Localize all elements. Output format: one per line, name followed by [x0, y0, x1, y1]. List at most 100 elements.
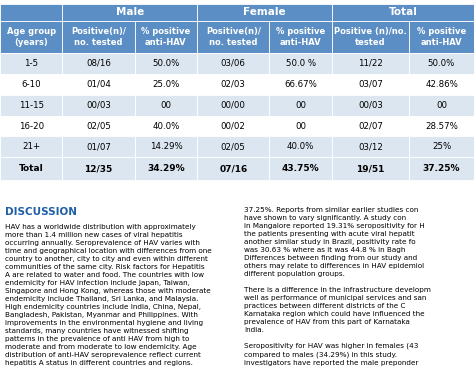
Text: % positive
anti-HAV: % positive anti-HAV	[417, 27, 466, 47]
Text: Total: Total	[19, 164, 44, 173]
Text: 00: 00	[436, 101, 447, 110]
Bar	[332, 157, 409, 180]
Text: 00/03: 00/03	[358, 101, 383, 110]
Text: Female: Female	[243, 7, 286, 17]
Bar	[409, 116, 474, 136]
Bar	[409, 157, 474, 180]
Text: 37.25%. Reports from similar earlier studies con
have shown to vary significantl: 37.25%. Reports from similar earlier stu…	[244, 207, 431, 366]
Text: 03/07: 03/07	[358, 80, 383, 89]
Bar	[332, 136, 409, 157]
Bar	[269, 53, 332, 74]
Text: 50.0 %: 50.0 %	[285, 59, 316, 68]
Text: 00/00: 00/00	[221, 101, 246, 110]
Text: 66.67%: 66.67%	[284, 80, 317, 89]
Bar	[135, 74, 197, 95]
Text: 02/03: 02/03	[221, 80, 246, 89]
Bar	[269, 157, 332, 180]
Text: 03/12: 03/12	[358, 143, 383, 151]
Bar	[409, 53, 474, 74]
Text: 21+: 21+	[22, 143, 40, 151]
Text: Total: Total	[389, 7, 417, 17]
Text: HAV has a worldwide distribution with approximately
more than 1.4 million new ca: HAV has a worldwide distribution with ap…	[5, 224, 211, 366]
Bar	[0, 136, 63, 157]
Text: 11/22: 11/22	[358, 59, 383, 68]
Bar	[0, 53, 63, 74]
Bar	[0, 74, 63, 95]
Text: 43.75%: 43.75%	[282, 164, 319, 173]
Bar	[63, 157, 135, 180]
Bar	[63, 53, 135, 74]
Text: 00/03: 00/03	[86, 101, 111, 110]
Text: 00: 00	[160, 101, 172, 110]
Bar	[409, 136, 474, 157]
Text: 1-5: 1-5	[24, 59, 38, 68]
Bar	[63, 4, 197, 21]
Text: Positive(n)/
no. tested: Positive(n)/ no. tested	[206, 27, 261, 47]
Text: Positive (n)/no.
tested: Positive (n)/no. tested	[334, 27, 407, 47]
Text: 42.86%: 42.86%	[425, 80, 458, 89]
Bar	[197, 53, 269, 74]
Text: 01/04: 01/04	[86, 80, 111, 89]
Bar	[135, 21, 197, 53]
Text: 02/07: 02/07	[358, 122, 383, 130]
Text: 6-10: 6-10	[21, 80, 41, 89]
Bar	[0, 4, 63, 21]
Text: % positive
anti-HAV: % positive anti-HAV	[276, 27, 325, 47]
Text: DISCUSSION: DISCUSSION	[5, 207, 77, 216]
Text: 02/05: 02/05	[221, 143, 246, 151]
Bar	[135, 53, 197, 74]
Bar	[63, 95, 135, 116]
Text: Positive(n)/
no. tested: Positive(n)/ no. tested	[71, 27, 126, 47]
Bar	[135, 116, 197, 136]
Text: Male: Male	[116, 7, 144, 17]
Text: 14.29%: 14.29%	[149, 143, 182, 151]
Bar	[135, 157, 197, 180]
Bar	[197, 4, 332, 21]
Bar	[332, 53, 409, 74]
Bar	[409, 21, 474, 53]
Bar	[269, 116, 332, 136]
Bar	[0, 116, 63, 136]
Bar	[332, 21, 409, 53]
Text: 50.0%: 50.0%	[152, 59, 180, 68]
Text: 00: 00	[295, 101, 306, 110]
Text: 07/16: 07/16	[219, 164, 247, 173]
Text: 19/51: 19/51	[356, 164, 385, 173]
Bar	[332, 74, 409, 95]
Bar	[63, 21, 135, 53]
Bar	[63, 116, 135, 136]
Bar	[409, 95, 474, 116]
Bar	[0, 157, 63, 180]
Text: Age group
(years): Age group (years)	[7, 27, 56, 47]
Bar	[0, 95, 63, 116]
Bar	[409, 74, 474, 95]
Text: 01/07: 01/07	[86, 143, 111, 151]
Bar	[332, 116, 409, 136]
Bar	[135, 136, 197, 157]
Text: 25%: 25%	[432, 143, 451, 151]
Bar	[197, 74, 269, 95]
Bar	[197, 21, 269, 53]
Bar	[197, 136, 269, 157]
Text: % positive
anti-HAV: % positive anti-HAV	[141, 27, 191, 47]
Bar	[269, 136, 332, 157]
Text: 11-15: 11-15	[18, 101, 44, 110]
Bar	[197, 95, 269, 116]
Bar	[269, 21, 332, 53]
Text: 00: 00	[295, 122, 306, 130]
Text: 50.0%: 50.0%	[428, 59, 455, 68]
Bar	[197, 157, 269, 180]
Text: 12/35: 12/35	[84, 164, 113, 173]
Text: 40.0%: 40.0%	[152, 122, 180, 130]
Text: 16-20: 16-20	[18, 122, 44, 130]
Bar	[269, 95, 332, 116]
Text: 03/06: 03/06	[221, 59, 246, 68]
Bar	[63, 136, 135, 157]
Bar	[332, 95, 409, 116]
Text: 40.0%: 40.0%	[287, 143, 314, 151]
Bar	[135, 95, 197, 116]
Text: 02/05: 02/05	[86, 122, 111, 130]
Bar	[63, 74, 135, 95]
Text: 28.57%: 28.57%	[425, 122, 458, 130]
Text: 25.0%: 25.0%	[152, 80, 180, 89]
